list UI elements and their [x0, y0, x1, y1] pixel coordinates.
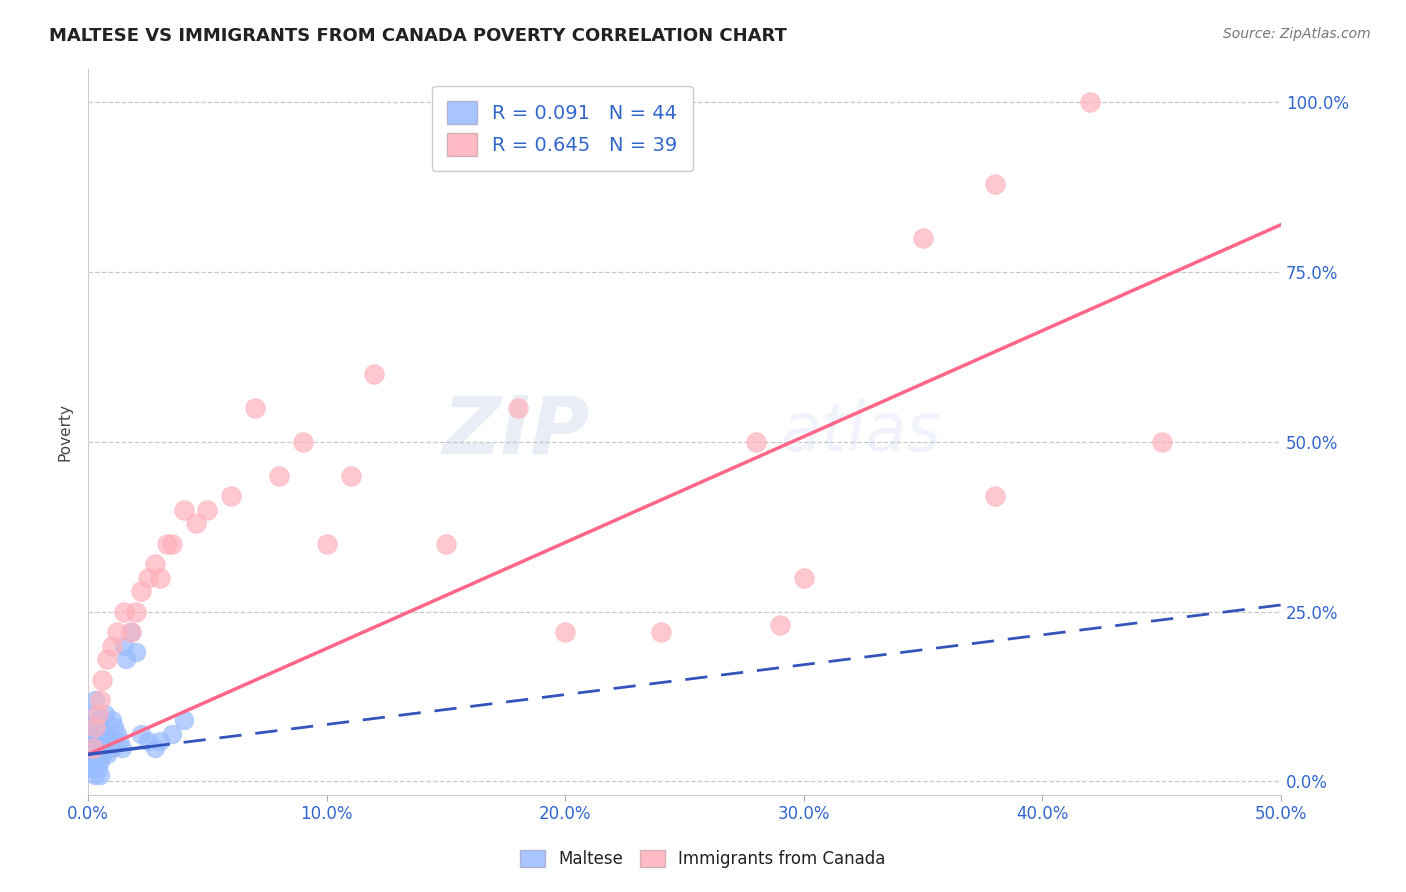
Point	[86, 733, 108, 747]
Point	[156, 537, 179, 551]
Text: atlas: atlas	[780, 399, 941, 465]
Point	[136, 571, 159, 585]
Point	[84, 720, 107, 734]
Point	[120, 625, 142, 640]
Point	[84, 754, 107, 768]
Point	[86, 747, 108, 762]
Point	[86, 714, 108, 728]
Point	[745, 434, 768, 449]
Point	[105, 727, 128, 741]
Point	[79, 740, 101, 755]
Point	[184, 516, 207, 531]
Point	[91, 747, 114, 762]
Text: MALTESE VS IMMIGRANTS FROM CANADA POVERTY CORRELATION CHART: MALTESE VS IMMIGRANTS FROM CANADA POVERT…	[49, 27, 787, 45]
Point	[98, 733, 121, 747]
Point	[82, 720, 104, 734]
Point	[82, 747, 104, 762]
Point	[82, 706, 104, 721]
Point	[221, 489, 243, 503]
Point	[84, 727, 107, 741]
Point	[160, 727, 183, 741]
Point	[554, 625, 576, 640]
Point	[79, 754, 101, 768]
Point	[434, 537, 457, 551]
Point	[105, 625, 128, 640]
Point	[983, 177, 1005, 191]
Point	[125, 605, 148, 619]
Point	[89, 754, 111, 768]
Point	[101, 639, 124, 653]
Point	[129, 727, 152, 741]
Point	[291, 434, 314, 449]
Point	[108, 733, 131, 747]
Point	[82, 761, 104, 775]
Point	[149, 571, 172, 585]
Point	[94, 740, 117, 755]
Point	[86, 761, 108, 775]
Point	[94, 706, 117, 721]
Point	[129, 584, 152, 599]
Point	[769, 618, 792, 632]
Point	[89, 720, 111, 734]
Point	[197, 503, 219, 517]
Point	[339, 469, 361, 483]
Point	[149, 733, 172, 747]
Point	[506, 401, 529, 415]
Point	[143, 740, 166, 755]
Text: Source: ZipAtlas.com: Source: ZipAtlas.com	[1223, 27, 1371, 41]
Point	[86, 706, 108, 721]
Point	[89, 693, 111, 707]
Point	[96, 747, 118, 762]
Point	[112, 605, 135, 619]
Point	[84, 693, 107, 707]
Point	[650, 625, 672, 640]
Point	[91, 727, 114, 741]
Text: ZIP: ZIP	[441, 392, 589, 471]
Point	[82, 740, 104, 755]
Point	[160, 537, 183, 551]
Point	[79, 727, 101, 741]
Point	[101, 740, 124, 755]
Point	[793, 571, 815, 585]
Point	[363, 367, 385, 381]
Point	[96, 727, 118, 741]
Point	[136, 733, 159, 747]
Point	[91, 673, 114, 687]
Point	[120, 625, 142, 640]
Point	[110, 740, 132, 755]
Point	[1150, 434, 1173, 449]
Point	[96, 652, 118, 666]
Point	[125, 645, 148, 659]
Point	[103, 720, 125, 734]
Point	[315, 537, 337, 551]
Legend: Maltese, Immigrants from Canada: Maltese, Immigrants from Canada	[513, 843, 893, 875]
Point	[84, 740, 107, 755]
Point	[101, 714, 124, 728]
Point	[143, 558, 166, 572]
Point	[115, 652, 138, 666]
Point	[912, 231, 935, 245]
Point	[82, 733, 104, 747]
Point	[983, 489, 1005, 503]
Point	[243, 401, 266, 415]
Point	[173, 714, 195, 728]
Point	[84, 767, 107, 781]
Point	[112, 639, 135, 653]
Point	[267, 469, 290, 483]
Point	[89, 767, 111, 781]
Y-axis label: Poverty: Poverty	[58, 403, 72, 461]
Point	[173, 503, 195, 517]
Legend: R = 0.091   N = 44, R = 0.645   N = 39: R = 0.091 N = 44, R = 0.645 N = 39	[432, 86, 693, 171]
Point	[89, 740, 111, 755]
Point	[1078, 95, 1101, 110]
